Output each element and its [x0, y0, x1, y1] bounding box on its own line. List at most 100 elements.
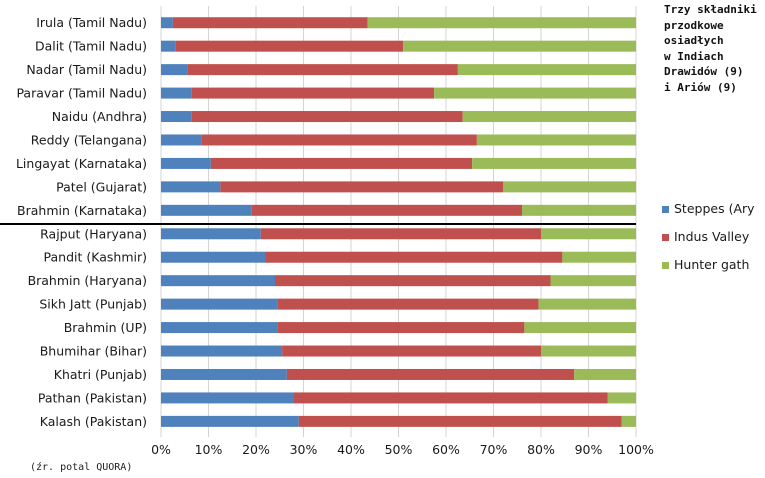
category-label: Pandit (Kashmir)	[44, 250, 147, 265]
category-label: Irula (Tamil Nadu)	[36, 15, 147, 30]
x-tick-label: 50%	[385, 442, 413, 457]
category-label: Dalit (Tamil Nadu)	[35, 39, 147, 54]
bar-segment	[161, 204, 252, 216]
bar-segment	[541, 228, 636, 240]
bar-segment	[621, 415, 636, 427]
bar-segment	[161, 181, 221, 193]
bar-segment	[161, 87, 192, 99]
bar-segment	[607, 392, 636, 404]
legend-label: Steppes (Ary	[674, 201, 755, 216]
bar-segment	[503, 181, 636, 193]
side-note-line: przodkowe	[664, 18, 724, 32]
bar-segment	[161, 345, 283, 357]
bar-segment	[201, 134, 477, 146]
legend-swatch	[662, 234, 669, 241]
source-note: (źr. potal QUORA)	[30, 462, 133, 473]
x-tick-label: 60%	[432, 442, 460, 457]
bar-segment	[187, 64, 458, 76]
side-note-line: i Ariów (9)	[664, 80, 737, 94]
category-label: Khatri (Punjab)	[54, 367, 147, 382]
bar-segment	[574, 368, 636, 380]
legend-label: Hunter gath	[674, 257, 749, 272]
bar-segment	[251, 204, 522, 216]
bar-segment	[161, 17, 173, 29]
bar-segment	[161, 157, 211, 169]
x-tick-labels: 0% 10% 20% 30% 40% 50% 60% 70% 80% 90% 100%	[151, 442, 654, 457]
x-tick-label: 30%	[290, 442, 318, 457]
category-label: Brahmin (Karnataka)	[17, 203, 147, 218]
bar-segment	[457, 64, 636, 76]
category-label: Pathan (Pakistan)	[38, 390, 147, 405]
bar-segment	[161, 275, 275, 287]
category-label: Bhumihar (Bihar)	[40, 344, 147, 359]
category-label: Sikh Jatt (Punjab)	[39, 297, 147, 312]
bar-segment	[191, 111, 463, 123]
bar-segment	[282, 345, 541, 357]
bar-segment	[161, 228, 261, 240]
category-label: Brahmin (Haryana)	[28, 273, 147, 288]
side-note: Trzy składniki przodkowe osiadłych w Ind…	[664, 2, 764, 95]
bar-segment	[161, 322, 278, 334]
category-label: Rajput (Haryana)	[40, 226, 147, 241]
category-label: Patel (Gujarat)	[56, 179, 147, 194]
bar-segment	[472, 157, 636, 169]
bar-segment	[172, 17, 368, 29]
category-labels: Irula (Tamil Nadu) Dalit (Tamil Nadu) Nada…	[16, 15, 147, 429]
x-tick-label: 80%	[527, 442, 555, 457]
bar-segment	[161, 134, 202, 146]
category-label: Nadar (Tamil Nadu)	[26, 62, 147, 77]
bar-segment	[403, 40, 636, 52]
x-tick-label: 10%	[195, 442, 223, 457]
bar-segment	[191, 87, 435, 99]
category-label: Reddy (Telangana)	[31, 132, 147, 147]
bar-segment	[161, 40, 176, 52]
bar-segment	[161, 64, 188, 76]
bars	[161, 17, 636, 427]
bar-segment	[275, 275, 551, 287]
category-label: Lingayat (Karnataka)	[16, 156, 147, 171]
bar-segment	[541, 345, 636, 357]
category-label: Brahmin (UP)	[64, 320, 147, 335]
legend-swatch	[662, 206, 669, 213]
x-tick-label: 20%	[242, 442, 270, 457]
bar-segment	[260, 228, 541, 240]
x-tick-label: 40%	[337, 442, 365, 457]
gridlines	[160, 6, 637, 438]
bar-segment	[524, 322, 636, 334]
bar-segment	[161, 111, 192, 123]
bar-segment	[367, 17, 636, 29]
side-note-line: w Indiach	[664, 49, 724, 63]
bar-segment	[294, 392, 608, 404]
category-label: Paravar (Tamil Nadu)	[16, 86, 147, 101]
bar-segment	[277, 322, 525, 334]
bar-segment	[298, 415, 622, 427]
bar-segment	[161, 298, 278, 310]
bar-segment	[220, 181, 503, 193]
bar-segment	[161, 392, 294, 404]
bar-segment	[550, 275, 636, 287]
bar-segment	[434, 87, 636, 99]
legend-swatch	[662, 262, 669, 269]
x-tick-label: 70%	[480, 442, 508, 457]
bar-segment	[462, 111, 636, 123]
bar-segment	[210, 157, 473, 169]
bar-segment	[277, 298, 539, 310]
x-tick-label: 100%	[618, 442, 654, 457]
bar-segment	[522, 204, 636, 216]
category-label: Kalash (Pakistan)	[40, 414, 147, 429]
bar-segment	[286, 368, 575, 380]
bar-segment	[161, 415, 299, 427]
side-note-line: Drawidów (9)	[664, 65, 744, 78]
legend-label: Indus Valley	[674, 229, 750, 244]
bar-segment	[161, 251, 266, 263]
x-tick-label: 0%	[151, 442, 171, 457]
x-tick-label: 90%	[575, 442, 603, 457]
bar-segment	[476, 134, 636, 146]
side-note-line: osiadłych	[664, 34, 724, 47]
bar-segment	[161, 368, 287, 380]
legend: Steppes (Ary Indus Valley Hunter gath	[662, 201, 755, 272]
bar-segment	[538, 298, 636, 310]
side-note-line: Trzy składniki	[664, 3, 757, 16]
bar-segment	[265, 251, 563, 263]
